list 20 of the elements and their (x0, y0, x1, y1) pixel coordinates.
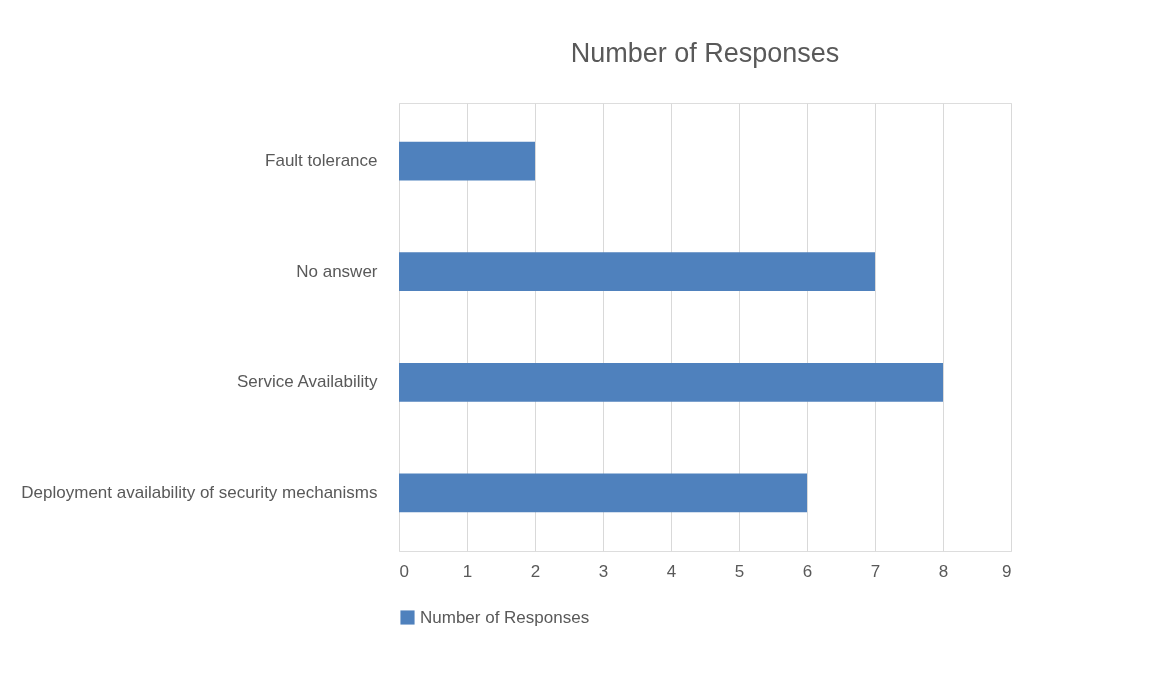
y-tick-label: Service Availability (237, 372, 378, 392)
y-tick-label: No answer (296, 261, 378, 281)
x-tick-label: 1 (462, 561, 473, 581)
y-tick-label: Deployment availability of security mechanisms (21, 482, 378, 502)
bar (399, 141, 535, 181)
bar (399, 362, 943, 402)
x-tick-label: 0 (399, 561, 409, 581)
x-tick-label: 9 (1002, 561, 1012, 581)
x-tick-label: 3 (598, 561, 609, 581)
x-tick-label: 8 (938, 561, 949, 581)
y-tick-label: Fault tolerance (265, 151, 378, 171)
chart-title: Number of Responses (570, 38, 840, 68)
legend-label: Number of Responses (420, 607, 590, 627)
x-tick-label: 5 (734, 561, 745, 581)
x-tick-label: 2 (530, 561, 541, 581)
bar (399, 252, 875, 292)
bar (399, 473, 807, 513)
x-tick-label: 7 (870, 561, 881, 581)
x-tick-label: 4 (666, 561, 677, 581)
x-tick-label: 6 (802, 561, 813, 581)
